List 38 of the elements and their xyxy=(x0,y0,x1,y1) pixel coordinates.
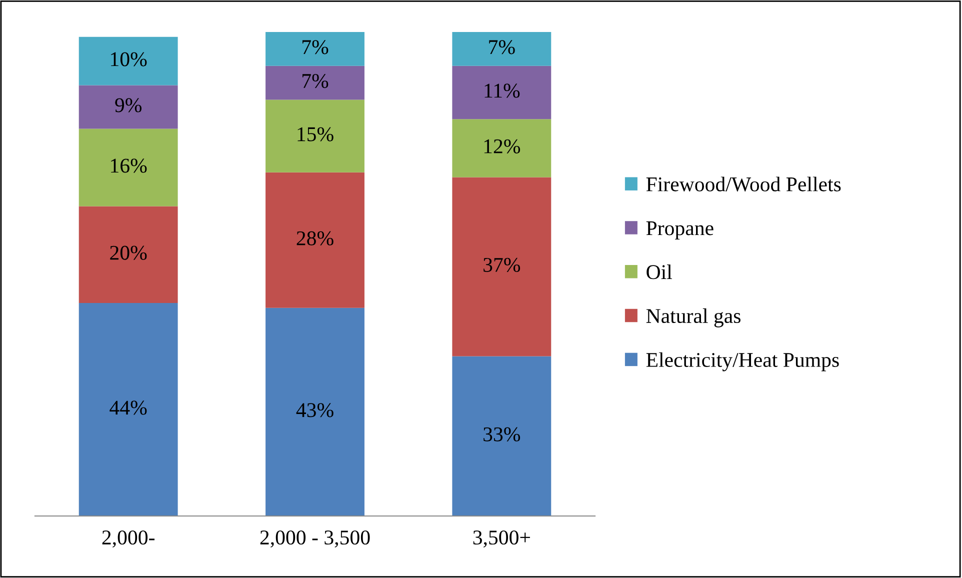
bar xyxy=(452,66,552,120)
bar xyxy=(78,85,178,129)
x-tick-label: 2,000- xyxy=(102,530,154,548)
bar xyxy=(266,100,364,172)
data-label: 16% xyxy=(111,158,147,173)
bar xyxy=(266,172,364,308)
bar xyxy=(78,36,178,86)
bar xyxy=(452,177,552,356)
bar xyxy=(78,206,178,304)
data-label: 7% xyxy=(302,40,328,54)
data-label: 7% xyxy=(489,40,515,54)
data-label: 12% xyxy=(484,139,520,154)
data-label: 43% xyxy=(296,403,334,418)
legend-label: Natural gas xyxy=(646,308,740,328)
bar xyxy=(266,32,364,66)
x-tick-label: 2,000 - 3,500 xyxy=(260,530,370,548)
data-label: 20% xyxy=(110,246,147,260)
bar xyxy=(266,66,364,100)
bar xyxy=(78,303,178,516)
legend-label: Oil xyxy=(646,264,672,280)
bar xyxy=(78,128,178,206)
legend-label: Propane xyxy=(646,221,714,240)
legend-label: Electricity/Heat Pumps xyxy=(646,352,839,372)
x-tick-label: 3,500+ xyxy=(473,530,530,548)
bar xyxy=(452,119,552,178)
data-label: 44% xyxy=(110,400,147,415)
bar xyxy=(452,32,552,66)
data-label: 9% xyxy=(115,98,142,112)
data-label: 10% xyxy=(111,52,147,66)
legend-label: Firewood/Wood Pellets xyxy=(646,176,841,192)
data-label: 15% xyxy=(298,127,334,142)
data-label: 7% xyxy=(302,74,328,88)
bar xyxy=(266,308,364,516)
data-label: 37% xyxy=(484,258,520,272)
data-label: 33% xyxy=(484,427,520,442)
data-label: 28% xyxy=(296,231,334,246)
data-label: 11% xyxy=(484,84,520,98)
bar xyxy=(452,356,552,516)
